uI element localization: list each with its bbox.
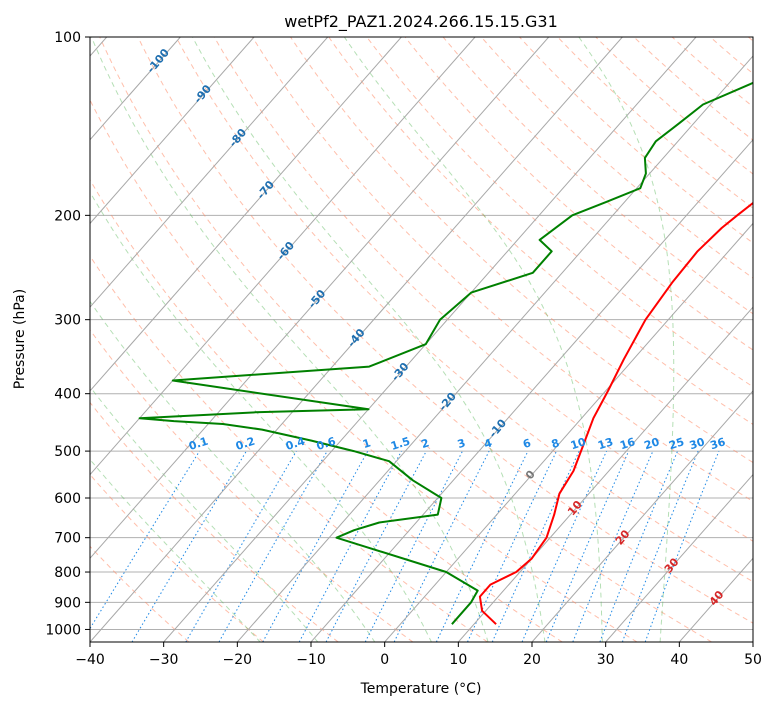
y-tick-label: 900 — [54, 595, 81, 611]
x-tick-label: 20 — [523, 652, 541, 668]
y-axis-label: Pressure (hPa) — [12, 289, 28, 389]
chart-title: wetPf2_PAZ1.2024.266.15.15.G31 — [284, 12, 558, 32]
x-tick-label: −40 — [75, 652, 105, 668]
x-tick-label: 40 — [670, 652, 688, 668]
y-tick-label: 200 — [54, 208, 81, 224]
y-tick-label: 500 — [54, 444, 81, 460]
y-tick-label: 400 — [54, 387, 81, 403]
x-tick-label: −10 — [296, 652, 326, 668]
x-axis-label: Temperature (°C) — [360, 681, 482, 697]
y-tick-label: 100 — [54, 30, 81, 46]
x-tick-label: −20 — [223, 652, 253, 668]
y-tick-label: 1000 — [45, 622, 81, 638]
y-tick-label: 800 — [54, 565, 81, 581]
x-tick-label: 10 — [449, 652, 467, 668]
y-tick-label: 600 — [54, 491, 81, 507]
y-tick-label: 300 — [54, 313, 81, 329]
x-tick-label: 30 — [597, 652, 615, 668]
y-tick-label: 700 — [54, 531, 81, 547]
x-tick-label: 0 — [380, 652, 389, 668]
x-tick-label: −30 — [149, 652, 179, 668]
x-tick-label: 50 — [744, 652, 762, 668]
